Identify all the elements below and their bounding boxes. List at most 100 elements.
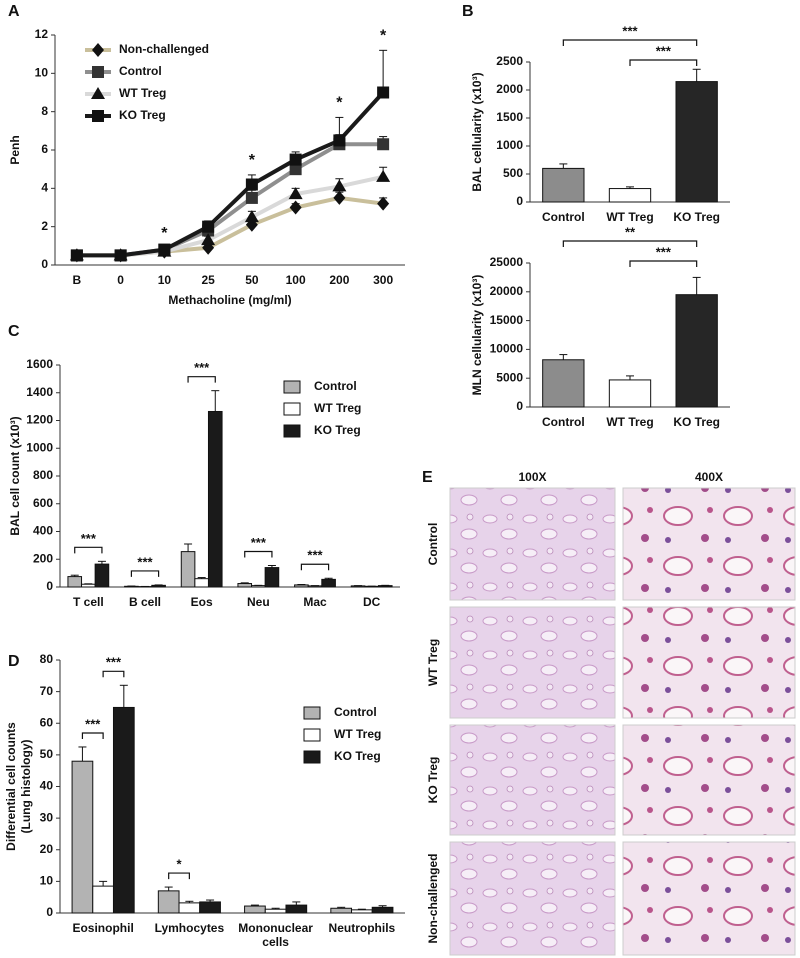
- legend-swatch: [303, 750, 321, 764]
- annotation: *: [249, 152, 256, 169]
- y-tick-label: 2500: [496, 54, 523, 68]
- bar: [542, 167, 585, 203]
- bar: [81, 583, 96, 588]
- marker: [70, 249, 83, 262]
- y-tick-label: 0: [516, 399, 523, 413]
- significance-label: **: [625, 224, 636, 239]
- significance-label: ***: [81, 531, 97, 546]
- significance-label: ***: [622, 23, 638, 38]
- marker: [289, 163, 302, 176]
- x-tick-label: Neu: [247, 595, 270, 609]
- bar: [244, 905, 266, 914]
- row-label: WT Treg: [426, 639, 440, 686]
- legend-label: Non-challenged: [119, 42, 209, 56]
- y-tick-label: 50: [40, 747, 54, 761]
- x-tick-label: Control: [542, 210, 585, 224]
- histology-image: [622, 606, 796, 719]
- legend-marker: [92, 110, 104, 122]
- significance-bracket: [187, 376, 216, 383]
- marker: [245, 191, 258, 204]
- histology-image: [622, 487, 796, 601]
- x-tick-label: WT Treg: [606, 210, 653, 224]
- y-tick-label: 600: [33, 496, 53, 510]
- significance-label: ***: [194, 360, 210, 375]
- significance-bracket: [102, 670, 125, 678]
- significance-bracket: [74, 546, 103, 554]
- bar: [178, 902, 201, 914]
- panel-letter: B: [462, 3, 474, 20]
- legend-label: Control: [119, 64, 162, 78]
- y-tick-label: 0: [46, 579, 53, 593]
- significance-bracket: [562, 39, 698, 46]
- row-label: Non-challenged: [426, 853, 440, 943]
- x-tick-label: Control: [542, 415, 585, 429]
- x-tick-label: 300: [373, 273, 393, 287]
- bar: [371, 906, 394, 914]
- significance-label: ***: [251, 535, 267, 550]
- y-tick-label: 30: [40, 810, 54, 824]
- histology-image: [622, 841, 796, 956]
- annotation: *: [161, 225, 168, 242]
- significance-label: ***: [85, 716, 101, 731]
- y-tick-label: 8: [41, 104, 48, 118]
- y-tick-label: 2000: [496, 82, 523, 96]
- bar: [199, 901, 221, 914]
- y-tick-label: 10: [40, 874, 54, 888]
- legend-swatch: [283, 380, 301, 394]
- y-tick-label: 60: [40, 715, 54, 729]
- y-tick-label: 0: [46, 905, 53, 919]
- y-tick-label: 5000: [496, 370, 523, 384]
- bar: [264, 567, 280, 588]
- bar: [151, 584, 166, 588]
- marker: [377, 86, 390, 99]
- marker: [288, 187, 303, 200]
- significance-label: ***: [307, 548, 323, 563]
- marker: [333, 190, 346, 205]
- y-tick-label: 20: [40, 842, 54, 856]
- y-axis-label: Differential cell counts: [4, 722, 18, 851]
- y-tick-label: 200: [33, 551, 53, 565]
- bar: [264, 908, 287, 914]
- y-tick-label: 0: [41, 257, 48, 271]
- y-tick-label: 400: [33, 524, 53, 538]
- x-tick-label: Neutrophils: [329, 921, 396, 935]
- column-label: 100X: [518, 470, 546, 484]
- legend-label: KO Treg: [314, 423, 361, 437]
- panel-letter: D: [8, 653, 20, 670]
- legend-marker: [92, 43, 104, 57]
- bar: [542, 359, 585, 408]
- bar: [194, 578, 209, 588]
- legend-swatch: [283, 424, 301, 438]
- marker: [333, 134, 346, 147]
- legend-swatch: [283, 402, 301, 416]
- bar: [608, 379, 652, 408]
- x-tick-label: Mac: [303, 595, 327, 609]
- y-tick-label: 15000: [490, 313, 524, 327]
- legend-swatch: [303, 728, 321, 742]
- legend-marker: [91, 87, 105, 99]
- y-tick-label: 25000: [490, 255, 524, 269]
- column-label: 400X: [695, 470, 723, 484]
- significance-bracket: [562, 240, 698, 247]
- marker: [245, 178, 258, 191]
- y-tick-label: 0: [516, 194, 523, 208]
- legend-label: Control: [334, 705, 377, 719]
- y-tick-label: 1000: [496, 138, 523, 152]
- x-tick-label: DC: [363, 595, 381, 609]
- significance-bracket: [629, 260, 698, 267]
- x-tick-label: WT Treg: [606, 415, 653, 429]
- histology-image: [449, 606, 616, 719]
- bar: [321, 578, 336, 588]
- marker: [202, 220, 215, 233]
- marker: [376, 169, 391, 182]
- x-tick-label: 0: [117, 273, 124, 287]
- y-tick-label: 500: [503, 166, 523, 180]
- x-tick-label: KO Treg: [673, 415, 720, 429]
- bar: [330, 907, 353, 914]
- marker: [244, 210, 259, 223]
- x-tick-label: 200: [329, 273, 349, 287]
- annotation: *: [380, 28, 387, 45]
- marker: [289, 200, 302, 215]
- significance-bracket: [244, 550, 273, 558]
